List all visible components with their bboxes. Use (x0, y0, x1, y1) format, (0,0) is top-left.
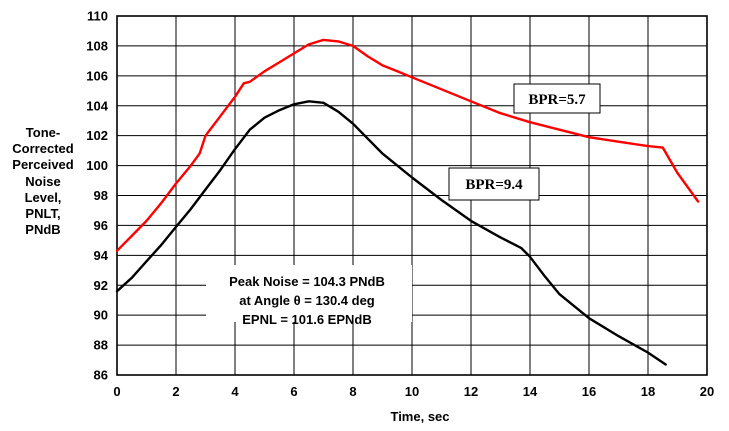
x-tick-label: 18 (641, 384, 655, 399)
y-axis-title-line: Corrected (12, 141, 74, 157)
y-axis-title-line: PNLT, (25, 206, 61, 222)
x-tick-label: 14 (523, 384, 538, 399)
x-tick-label: 20 (700, 384, 714, 399)
x-tick-label: 6 (290, 384, 297, 399)
bpr57-label: BPR=5.7 (528, 92, 586, 108)
y-axis-title-line: Noise (25, 173, 61, 189)
bpr94-label-box (448, 167, 540, 201)
epnl-line: EPNL = 101.6 EPNdB (242, 312, 371, 327)
plot-area-frame (116, 15, 708, 376)
y-tick-label: 86 (94, 368, 108, 383)
x-tick-label: 2 (172, 384, 179, 399)
bpr57-label-box (513, 83, 601, 114)
x-tick-label: 12 (464, 384, 478, 399)
y-tick-label: 102 (86, 128, 108, 143)
x-tick-label: 0 (113, 384, 120, 399)
y-axis-title: Tone- Corrected Perceived Noise Level, P… (2, 125, 84, 238)
peak-angle-line: at Angle θ = 130.4 deg (239, 293, 375, 308)
y-tick-label: 94 (94, 248, 109, 263)
x-tick-label: 16 (582, 384, 596, 399)
x-tick-label: 8 (349, 384, 356, 399)
peak-noise-line: Peak Noise = 104.3 PNdB (229, 274, 385, 289)
y-tick-label: 88 (94, 338, 108, 353)
y-axis-tick-labels: 86 88 90 92 94 96 98 100 102 104 106 108 110 (86, 9, 108, 383)
y-tick-label: 106 (86, 68, 108, 83)
y-tick-label: 100 (86, 158, 108, 173)
x-axis-title: Time, sec (390, 409, 449, 424)
y-tick-label: 92 (94, 278, 108, 293)
y-tick-label: 108 (86, 38, 108, 53)
series-line-bpr57 (115, 38, 700, 252)
y-axis-title-line: PNdB (25, 222, 61, 238)
y-tick-label: 104 (86, 98, 108, 113)
y-axis-title-line: Tone- (25, 125, 61, 140)
peak-noise-annotation-box (206, 265, 412, 322)
bpr94-label: BPR=9.4 (465, 177, 523, 193)
y-tick-label: 110 (87, 9, 108, 24)
y-tick-label: 90 (94, 308, 108, 323)
x-tick-label: 4 (231, 384, 239, 399)
y-tick-label: 96 (94, 218, 108, 233)
x-tick-label: 10 (405, 384, 419, 399)
series-layer (115, 38, 700, 366)
y-axis-title-line: Perceived (12, 157, 74, 173)
y-tick-label: 98 (94, 188, 108, 203)
y-axis-title-line: Level, (24, 189, 62, 205)
x-axis-tick-labels: 0 2 4 6 8 10 12 14 16 18 20 (113, 384, 714, 399)
series-line-bpr94 (115, 100, 667, 366)
